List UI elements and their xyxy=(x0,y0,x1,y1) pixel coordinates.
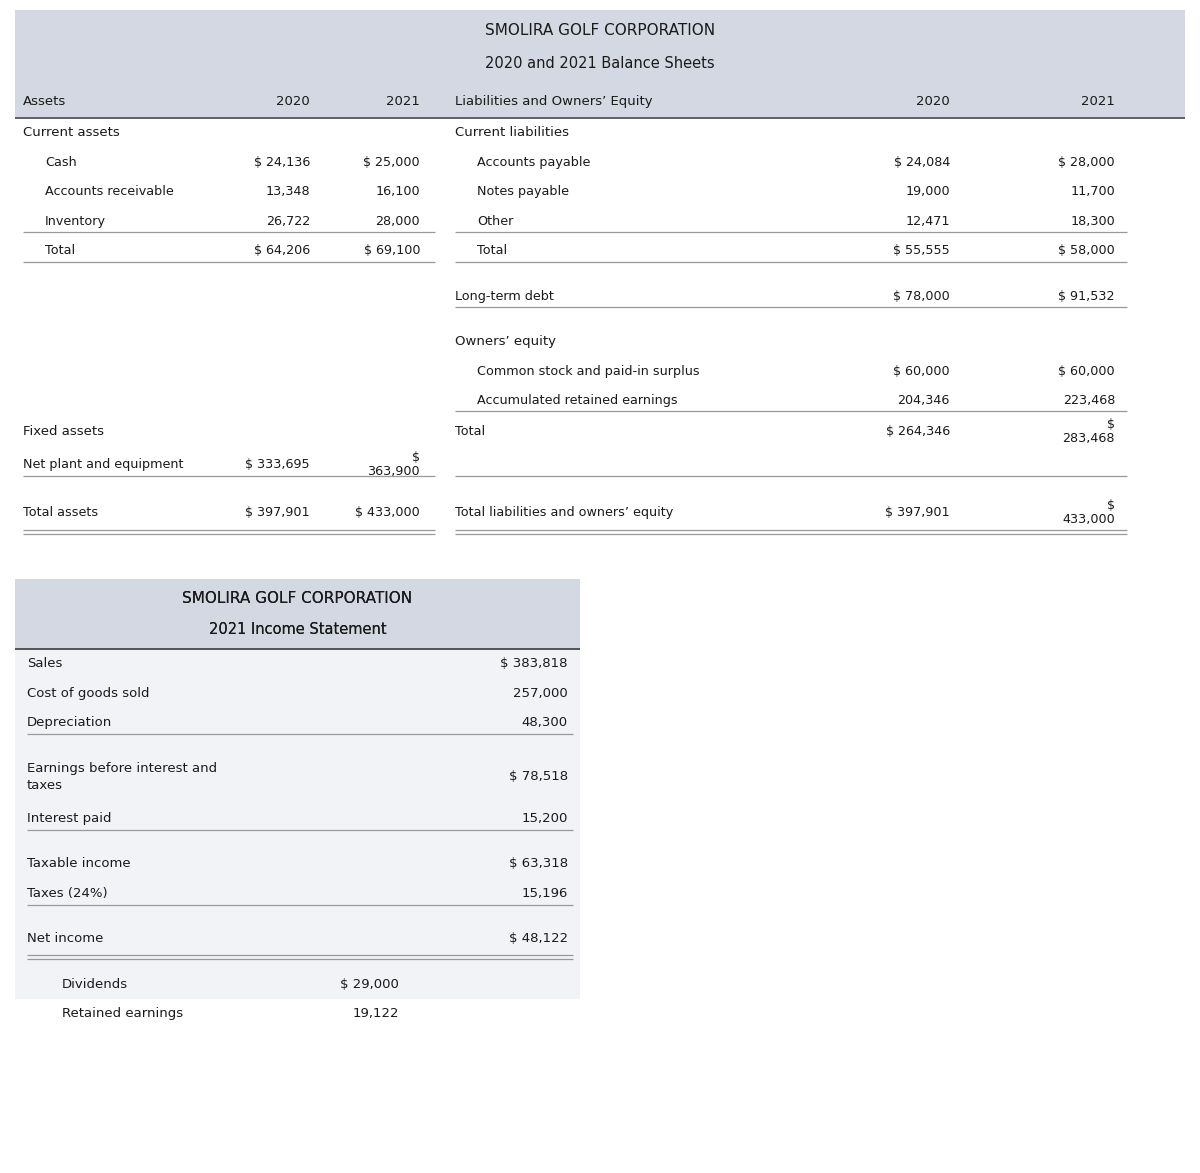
Text: Retained earnings: Retained earnings xyxy=(62,1008,184,1021)
Text: $ 60,000: $ 60,000 xyxy=(893,365,950,378)
Text: Long-term debt: Long-term debt xyxy=(455,290,554,303)
Text: $ 78,000: $ 78,000 xyxy=(893,290,950,303)
Text: 2021 Income Statement: 2021 Income Statement xyxy=(209,622,386,637)
Text: Earnings before interest and: Earnings before interest and xyxy=(28,762,217,775)
Text: Dividends: Dividends xyxy=(62,978,128,991)
Text: Fixed assets: Fixed assets xyxy=(23,426,104,439)
Text: Assets: Assets xyxy=(23,95,66,108)
Text: 2021: 2021 xyxy=(1081,95,1115,108)
Text: $ 48,122: $ 48,122 xyxy=(509,933,568,945)
Text: Accounts payable: Accounts payable xyxy=(476,156,590,169)
Text: Total liabilities and owners’ equity: Total liabilities and owners’ equity xyxy=(455,506,673,520)
Text: $ 63,318: $ 63,318 xyxy=(509,857,568,870)
Text: $ 55,555: $ 55,555 xyxy=(893,244,950,257)
Text: 48,300: 48,300 xyxy=(522,716,568,730)
Text: 2020: 2020 xyxy=(276,95,310,108)
Text: Accounts receivable: Accounts receivable xyxy=(46,185,174,198)
Text: Current liabilities: Current liabilities xyxy=(455,127,569,140)
Text: $ 58,000: $ 58,000 xyxy=(1058,244,1115,257)
Text: Notes payable: Notes payable xyxy=(476,185,569,198)
Text: 2020: 2020 xyxy=(917,95,950,108)
Text: $ 397,901: $ 397,901 xyxy=(886,506,950,520)
Text: Cash: Cash xyxy=(46,156,77,169)
Text: 257,000: 257,000 xyxy=(514,686,568,699)
Text: 283,468: 283,468 xyxy=(1062,433,1115,446)
Text: 2020 and 2021 Balance Sheets: 2020 and 2021 Balance Sheets xyxy=(485,56,715,72)
Text: 12,471: 12,471 xyxy=(906,215,950,228)
Text: Owners’ equity: Owners’ equity xyxy=(455,335,556,348)
Text: 204,346: 204,346 xyxy=(898,394,950,407)
Text: Other: Other xyxy=(476,215,514,228)
Text: $ 333,695: $ 333,695 xyxy=(245,457,310,470)
Text: $ 78,518: $ 78,518 xyxy=(509,771,568,784)
Text: taxes: taxes xyxy=(28,779,64,793)
Text: $ 24,084: $ 24,084 xyxy=(894,156,950,169)
Text: Common stock and paid-in surplus: Common stock and paid-in surplus xyxy=(476,365,700,378)
Text: Current assets: Current assets xyxy=(23,127,120,140)
Text: $: $ xyxy=(412,450,420,463)
Text: $ 91,532: $ 91,532 xyxy=(1058,290,1115,303)
Text: 2021: 2021 xyxy=(386,95,420,108)
Text: $ 60,000: $ 60,000 xyxy=(1058,365,1115,378)
Text: Net income: Net income xyxy=(28,933,103,945)
Text: Depreciation: Depreciation xyxy=(28,716,113,730)
Text: $ 29,000: $ 29,000 xyxy=(341,978,400,991)
Text: $ 264,346: $ 264,346 xyxy=(886,426,950,439)
Text: SMOLIRA GOLF CORPORATION: SMOLIRA GOLF CORPORATION xyxy=(182,591,413,606)
Text: 16,100: 16,100 xyxy=(376,185,420,198)
Text: $: $ xyxy=(1108,418,1115,432)
Text: 19,122: 19,122 xyxy=(353,1008,400,1021)
Text: SMOLIRA GOLF CORPORATION: SMOLIRA GOLF CORPORATION xyxy=(182,591,413,606)
Text: Sales: Sales xyxy=(28,657,62,670)
Text: $ 25,000: $ 25,000 xyxy=(364,156,420,169)
Text: Taxable income: Taxable income xyxy=(28,857,131,870)
Text: Liabilities and Owners’ Equity: Liabilities and Owners’ Equity xyxy=(455,95,653,108)
Text: Net plant and equipment: Net plant and equipment xyxy=(23,457,184,470)
Text: 28,000: 28,000 xyxy=(376,215,420,228)
Text: $ 433,000: $ 433,000 xyxy=(355,506,420,520)
Text: SMOLIRA GOLF CORPORATION: SMOLIRA GOLF CORPORATION xyxy=(485,23,715,39)
Bar xyxy=(14,578,580,999)
Text: 2021 Income Statement: 2021 Income Statement xyxy=(209,622,386,637)
Text: $ 383,818: $ 383,818 xyxy=(500,657,568,670)
Text: Taxes (24%): Taxes (24%) xyxy=(28,887,108,900)
Text: Total: Total xyxy=(455,426,485,439)
Text: 433,000: 433,000 xyxy=(1062,514,1115,527)
Text: 18,300: 18,300 xyxy=(1070,215,1115,228)
Text: $ 69,100: $ 69,100 xyxy=(364,244,420,257)
Text: 15,200: 15,200 xyxy=(522,812,568,825)
Text: Inventory: Inventory xyxy=(46,215,106,228)
Text: Interest paid: Interest paid xyxy=(28,812,112,825)
Text: 363,900: 363,900 xyxy=(367,465,420,477)
Text: $ 28,000: $ 28,000 xyxy=(1058,156,1115,169)
Text: 11,700: 11,700 xyxy=(1070,185,1115,198)
Bar xyxy=(14,84,1186,118)
Text: 26,722: 26,722 xyxy=(265,215,310,228)
Text: Cost of goods sold: Cost of goods sold xyxy=(28,686,150,699)
Text: Total: Total xyxy=(46,244,76,257)
Bar xyxy=(14,11,1186,84)
Bar xyxy=(14,578,580,649)
Text: 223,468: 223,468 xyxy=(1063,394,1115,407)
Text: Total: Total xyxy=(476,244,508,257)
Text: $ 64,206: $ 64,206 xyxy=(253,244,310,257)
Text: $ 397,901: $ 397,901 xyxy=(245,506,310,520)
Bar xyxy=(14,578,580,649)
Text: $ 24,136: $ 24,136 xyxy=(253,156,310,169)
Text: 19,000: 19,000 xyxy=(905,185,950,198)
Text: $: $ xyxy=(1108,499,1115,511)
Text: Accumulated retained earnings: Accumulated retained earnings xyxy=(476,394,678,407)
Text: 15,196: 15,196 xyxy=(522,887,568,900)
Text: 13,348: 13,348 xyxy=(265,185,310,198)
Text: Total assets: Total assets xyxy=(23,506,98,520)
